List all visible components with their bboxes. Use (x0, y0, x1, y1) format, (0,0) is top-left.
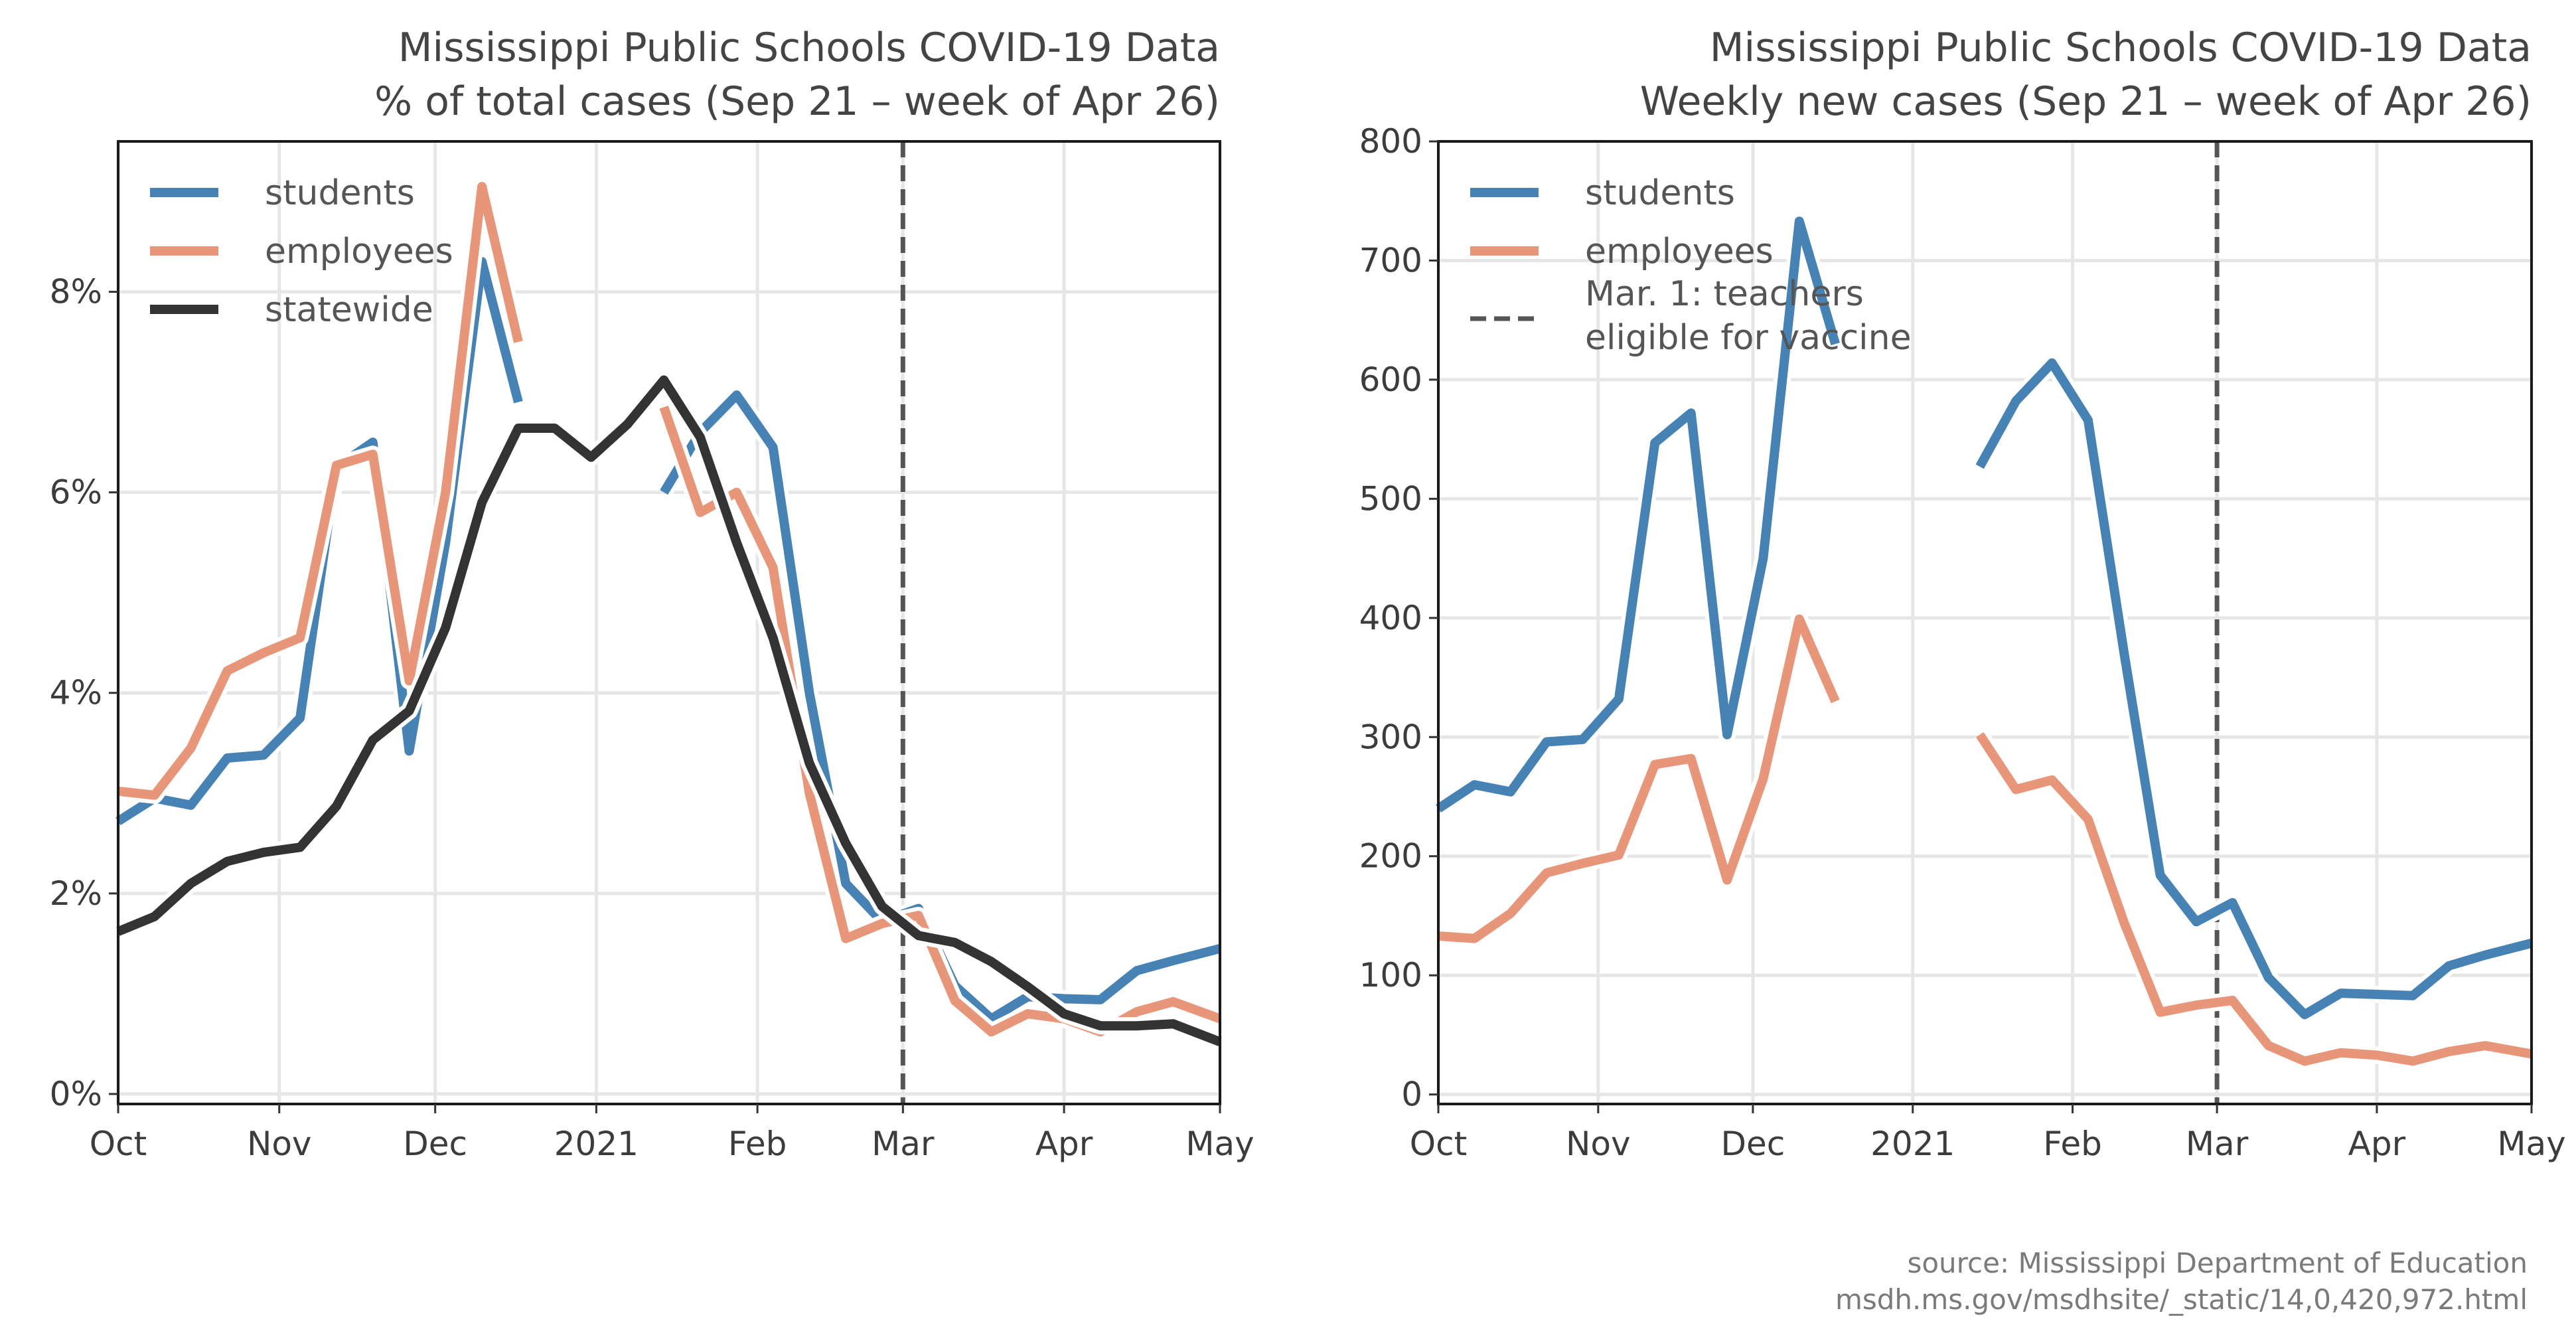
weekly-cases-chart-panel: Oct Nov Dec 2021 Feb Mar Apr May 0 100 200 300 400 5… (1359, 25, 2566, 1163)
x-tick-label: Mar (871, 1125, 935, 1163)
x-tick-label: 2021 (1870, 1125, 1955, 1163)
x-tick-label: May (1185, 1125, 1254, 1163)
legend-label-employees: employees (265, 232, 453, 272)
weekly-cases-chart-series (1433, 212, 2534, 1070)
x-tick-label: Nov (1566, 1125, 1631, 1163)
y-tick-label: 8% (50, 273, 102, 311)
y-tick-label: 300 (1359, 718, 1422, 756)
y-tick-label: 4% (50, 674, 102, 712)
x-tick-label: Oct (90, 1125, 147, 1163)
x-tick-label: Nov (247, 1125, 312, 1163)
students-line (1975, 358, 2533, 1020)
students-line-halo (1972, 354, 2534, 1024)
statewide-line (116, 375, 1222, 1046)
y-tick-label: 800 (1359, 122, 1422, 161)
y-tick-label: 600 (1359, 360, 1422, 399)
weekly-cases-chart-subtitle: Weekly new cases (Sep 21 – week of Apr 2… (1640, 78, 2532, 125)
x-tick-label: Feb (728, 1125, 787, 1163)
source-line-1: source: Mississippi Department of Educat… (1907, 1247, 2528, 1279)
legend-label-employees: employees (1585, 232, 1774, 272)
percent-chart-y-ticks: 0% 2% 4% 6% 8% (50, 273, 118, 1113)
weekly-cases-chart-x-ticks: Oct Nov Dec 2021 Feb Mar Apr May (1410, 1104, 2566, 1163)
y-tick-label: 0 (1401, 1075, 1422, 1114)
x-tick-label: Apr (1035, 1125, 1093, 1163)
employees-line (1975, 732, 2533, 1066)
percent-chart-grid (116, 141, 1222, 1104)
employees-line (117, 182, 523, 800)
y-tick-label: 100 (1359, 956, 1422, 994)
y-tick-label: 500 (1359, 479, 1422, 518)
weekly-cases-chart-frame (1437, 140, 2533, 1105)
legend-label-march-marker: eligible for vaccine (1585, 318, 1912, 358)
legend-label-students: students (265, 173, 415, 213)
percent-chart-subtitle: % of total cases (Sep 21 – week of Apr 2… (374, 78, 1220, 125)
y-tick-label: 200 (1359, 837, 1422, 876)
percent-chart-panel: Oct Nov Dec 2021 Feb Mar Apr May 0% 2% 4% 6% 8% Mis… (50, 25, 1254, 1163)
legend-label-statewide: statewide (265, 290, 433, 330)
y-tick-label: 0% (50, 1075, 102, 1113)
x-tick-label: Mar (2186, 1125, 2249, 1163)
percent-chart-title: Mississippi Public Schools COVID-19 Data (398, 25, 1220, 71)
y-tick-label: 700 (1359, 241, 1422, 279)
percent-chart-x-ticks: Oct Nov Dec 2021 Feb Mar Apr May (90, 1104, 1254, 1163)
percent-chart-frame (117, 140, 1221, 1105)
x-tick-label: Apr (2348, 1125, 2406, 1163)
y-tick-label: 6% (50, 473, 102, 512)
x-tick-label: Oct (1410, 1125, 1467, 1163)
legend-label-march-marker: Mar. 1: teachers (1585, 274, 1864, 314)
employees-line-halo (1972, 730, 2534, 1070)
students-line (1436, 216, 1840, 813)
students-line (660, 390, 1221, 1024)
x-tick-label: Dec (1721, 1125, 1785, 1163)
x-tick-label: Dec (403, 1125, 467, 1163)
x-tick-label: May (2497, 1125, 2565, 1163)
employees-line-halo (1438, 610, 1844, 947)
percent-chart-series (114, 178, 1223, 1050)
source-line-2: msdh.ms.gov/msdhsite/_static/14,0,420,97… (1835, 1283, 2528, 1316)
y-tick-label: 400 (1359, 599, 1422, 637)
y-tick-label: 2% (50, 874, 102, 913)
weekly-cases-chart-title: Mississippi Public Schools COVID-19 Data (1710, 25, 2532, 71)
x-tick-label: Feb (2043, 1125, 2102, 1163)
students-line-halo (656, 386, 1223, 1028)
legend-label-students: students (1585, 173, 1735, 213)
x-tick-label: 2021 (554, 1125, 639, 1163)
weekly-cases-chart-y-ticks: 0 100 200 300 400 500 600 700 800 (1359, 122, 1438, 1114)
percent-chart-legend: students employees statewide (150, 173, 453, 330)
employees-line (1438, 614, 1840, 943)
